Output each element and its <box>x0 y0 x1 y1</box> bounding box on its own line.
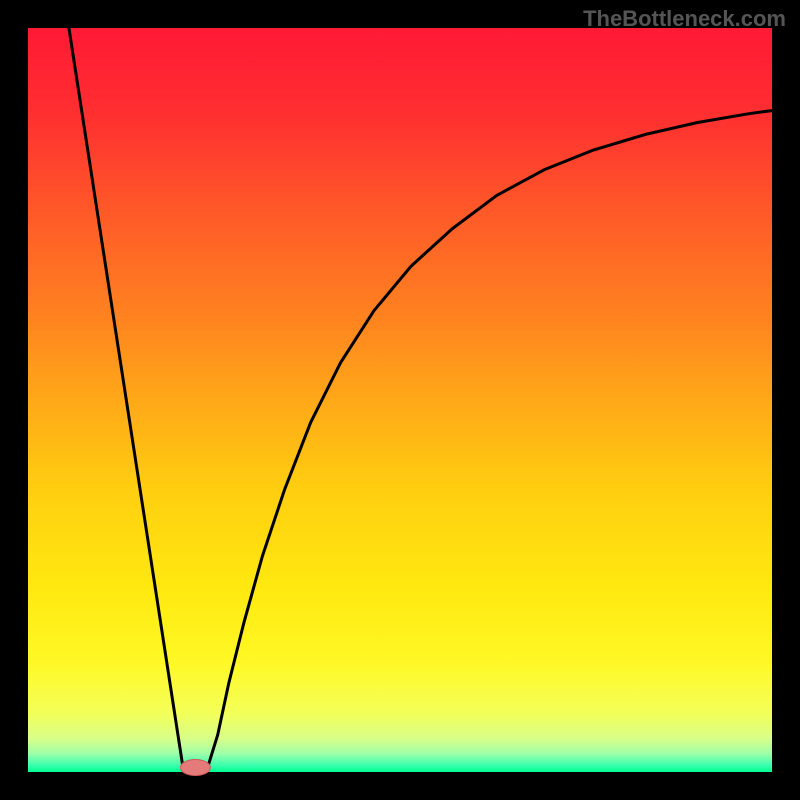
bottleneck-chart <box>0 0 800 800</box>
optimal-marker <box>180 760 210 776</box>
chart-container: TheBottleneck.com <box>0 0 800 800</box>
watermark-text: TheBottleneck.com <box>583 6 786 32</box>
chart-plot-background <box>28 28 772 772</box>
